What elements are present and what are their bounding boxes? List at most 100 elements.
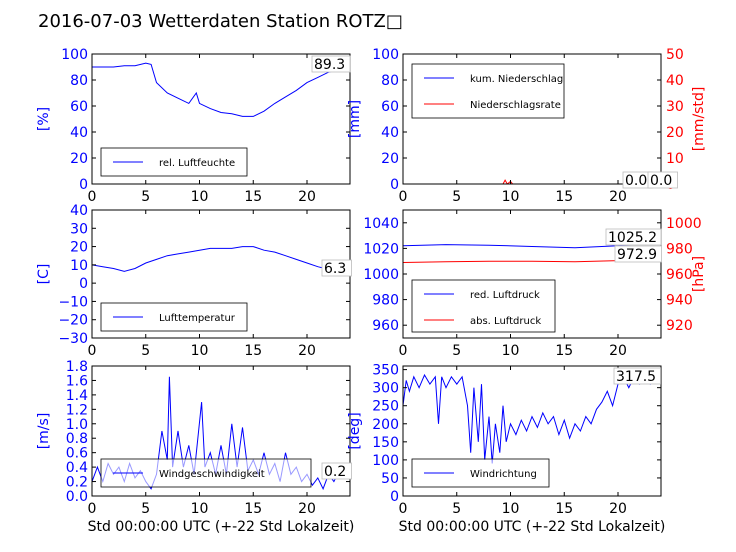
y-tick-label: 350 — [372, 363, 399, 379]
x-tick-label: 15 — [555, 343, 573, 359]
x-tick-label: 0 — [88, 189, 97, 205]
x-tick-label: 15 — [244, 501, 262, 517]
legend-label: Niederschlagsrate — [470, 100, 561, 111]
value-annotation-box — [311, 55, 351, 73]
x-tick-label: 10 — [191, 343, 209, 359]
x-tick-label: 15 — [555, 189, 573, 205]
plot-frame-p6 — [402, 365, 662, 497]
chart-panel-p1: 0 5 10 15 20 0 20 40 60 80 100 [%] rel. Luftfeuchte 8… — [36, 47, 351, 205]
y-tick-label: 20 — [381, 151, 399, 167]
y-right-tick-label: 30 — [666, 99, 684, 115]
x-tick-label: 0 — [399, 189, 408, 205]
y-tick-label: 0.8 — [66, 431, 88, 447]
y-tick-label: 1000 — [363, 267, 399, 283]
y-tick-label: −20 — [58, 313, 88, 329]
y-tick-label: 100 — [372, 453, 399, 469]
legend-box — [100, 458, 312, 488]
legend-label: abs. Luftdruck — [470, 316, 541, 327]
y-tick-label: 100 — [372, 47, 399, 63]
y-tick-label: 0.2 — [66, 475, 88, 491]
x-tick-label: 10 — [191, 501, 209, 517]
legend-label: Lufttemperatur — [159, 313, 236, 324]
value-annotation: 0.0 — [650, 173, 672, 189]
x-tick-label: 10 — [502, 501, 520, 517]
y-tick-label: 40 — [70, 125, 88, 141]
y-right-tick-label: 980 — [666, 241, 693, 257]
y-tick-label: −10 — [58, 294, 88, 310]
legend-label: kum. Niederschlag — [470, 74, 563, 85]
y-tick-label: 30 — [70, 221, 88, 237]
y-right-axis-label: [hPa] — [691, 256, 707, 292]
x-axis-label: Std 00:00:00 UTC (+-22 Std Lokalzeit) — [399, 519, 666, 535]
legend-box — [411, 279, 556, 333]
y-tick-label: 300 — [372, 381, 399, 397]
y-right-axis-label: [mm/std] — [691, 87, 707, 152]
value-annotation: 972.9 — [617, 247, 657, 263]
y-right-tick-label: 40 — [666, 73, 684, 89]
x-tick-label: 15 — [244, 343, 262, 359]
y-right-tick-label: 1000 — [666, 216, 702, 232]
x-tick-label: 15 — [244, 189, 262, 205]
legend-label: red. Luftdruck — [470, 290, 540, 301]
value-annotation-box — [647, 171, 678, 189]
y-tick-label: 960 — [372, 318, 399, 334]
chart-panel-p5: 0 5 10 15 200.00.20.40.60.81.01.21.41.61.8[m… — [36, 359, 354, 535]
x-tick-label: 10 — [502, 189, 520, 205]
y-tick-label: 0 — [390, 489, 399, 505]
x-tick-label: 10 — [191, 189, 209, 205]
chart-panel-p4: 0 5 10 15 20 960 980 1000 1020 1040 920 940 960 980 10… — [363, 209, 707, 359]
y-tick-label: 1040 — [363, 216, 399, 232]
y-axis-label: [deg] — [347, 412, 363, 449]
legend-label: Windgeschwindigkeit — [159, 469, 265, 480]
y-tick-label: 150 — [372, 435, 399, 451]
y-tick-label: 1.8 — [66, 359, 88, 375]
x-tick-label: 5 — [141, 343, 150, 359]
series-line-p6-0 — [403, 373, 661, 464]
y-tick-label: 980 — [372, 293, 399, 309]
y-right-tick-label: 960 — [666, 267, 693, 283]
x-tick-label: 0 — [88, 501, 97, 517]
x-tick-label: 20 — [298, 189, 316, 205]
y-tick-label: 1020 — [363, 241, 399, 257]
value-annotation-box — [321, 259, 352, 277]
x-tick-label: 15 — [555, 501, 573, 517]
y-tick-label: 0 — [79, 177, 88, 193]
x-tick-label: 10 — [502, 343, 520, 359]
y-tick-label: 0.0 — [66, 489, 88, 505]
value-annotation-box — [613, 367, 661, 385]
chart-panel-p2: 0510152002040608010001020304050[mm][mm/s… — [347, 47, 707, 205]
x-tick-label: 20 — [298, 343, 316, 359]
series-line-p2-1 — [403, 179, 661, 184]
value-annotation-box — [605, 228, 662, 246]
x-tick-label: 20 — [609, 501, 627, 517]
x-tick-label: 5 — [452, 501, 461, 517]
value-annotation: 89.3 — [314, 57, 345, 73]
value-annotation: 0.2 — [324, 464, 346, 480]
value-annotation: 1025.2 — [608, 230, 657, 246]
y-tick-label: 0.4 — [66, 460, 88, 476]
x-tick-label: 5 — [452, 189, 461, 205]
x-tick-label: 5 — [141, 501, 150, 517]
plot-frame-p1 — [91, 53, 351, 185]
y-axis-label: [%] — [36, 107, 52, 131]
x-axis-label: Std 00:00:00 UTC (+-22 Std Lokalzeit) — [88, 519, 355, 535]
series-line-p3-0 — [92, 246, 350, 273]
y-right-tick-label: 940 — [666, 293, 693, 309]
y-tick-label: 80 — [70, 73, 88, 89]
y-tick-label: 60 — [70, 99, 88, 115]
y-tick-label: 20 — [70, 240, 88, 256]
x-tick-label: 5 — [141, 189, 150, 205]
y-tick-label: 40 — [70, 203, 88, 219]
y-axis-label: [C] — [36, 264, 52, 285]
y-tick-label: 0.6 — [66, 446, 88, 462]
y-tick-label: 80 — [381, 73, 399, 89]
y-right-tick-label: 50 — [666, 47, 684, 63]
plot-frame-p5 — [91, 365, 351, 497]
y-tick-label: 1.2 — [66, 402, 88, 418]
y-tick-label: −30 — [58, 331, 88, 347]
y-tick-label: 1.0 — [66, 417, 88, 433]
legend-box — [411, 63, 565, 119]
x-tick-label: 0 — [88, 343, 97, 359]
